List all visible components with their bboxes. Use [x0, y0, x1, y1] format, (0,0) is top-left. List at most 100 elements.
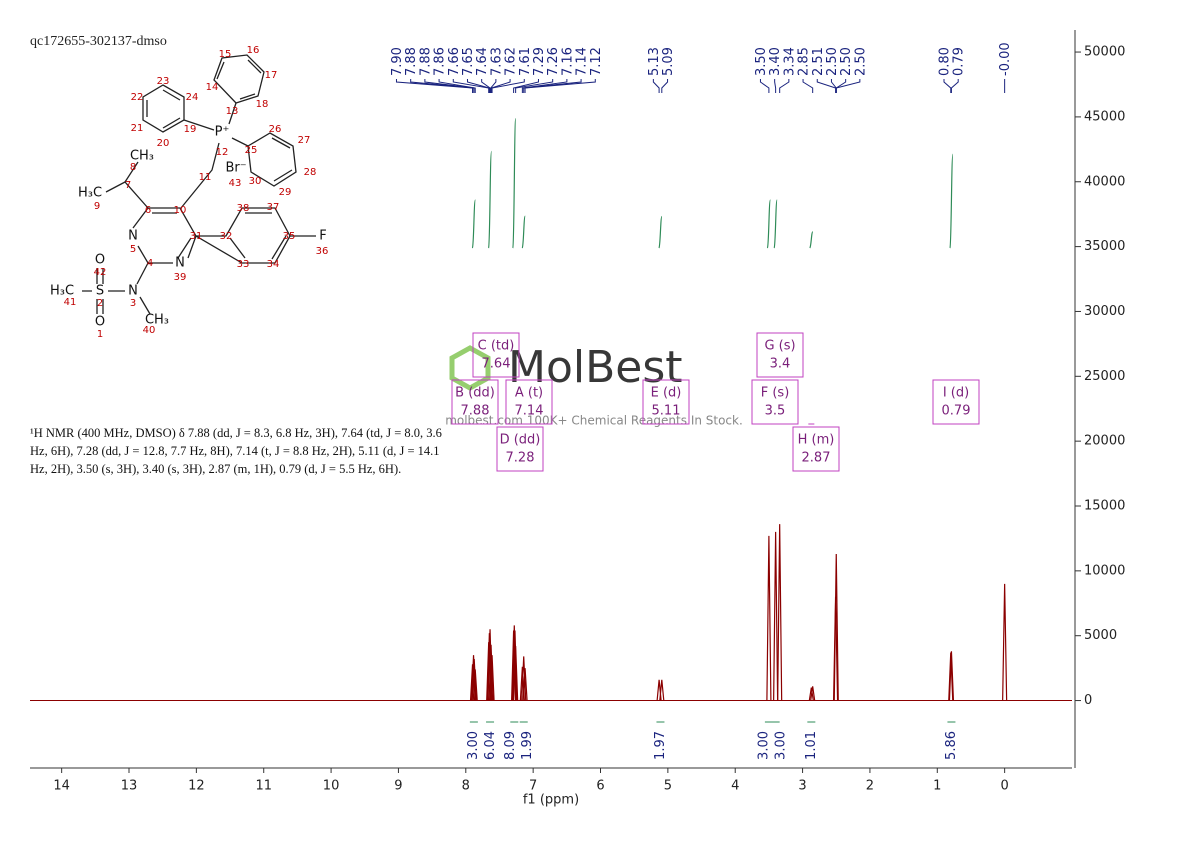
peak-leader — [759, 79, 770, 93]
x-tick-label: 6 — [596, 779, 604, 794]
atom-label: H₃C — [50, 284, 74, 299]
peak-leader — [524, 79, 596, 93]
peak-label: 3.40 — [768, 47, 783, 76]
multiplet-label: C (td) — [478, 339, 515, 354]
multiplet-label: I (d) — [943, 386, 969, 401]
y-tick-label: 20000 — [1084, 434, 1125, 449]
peak — [766, 535, 772, 701]
peak-label: 3.34 — [782, 47, 797, 76]
atom-number: 39 — [174, 272, 187, 283]
atom-number: 37 — [267, 202, 280, 213]
atom-number: 23 — [157, 76, 170, 87]
peak-leader — [395, 79, 474, 93]
peak-leader — [521, 79, 568, 93]
peak-leader — [491, 79, 525, 93]
peak-leader — [490, 79, 497, 93]
atom-number: 3 — [130, 298, 136, 309]
multiplet-shift: 7.64 — [482, 357, 511, 372]
integral-label: 8.09 — [503, 731, 518, 760]
atom-number: 32 — [220, 231, 233, 242]
peak-label: 7.90 — [390, 47, 405, 76]
multiplet-label: A (t) — [515, 386, 543, 401]
peak-label: 7.61 — [518, 47, 533, 76]
peak-leader — [774, 79, 777, 93]
atom-label: CH₃ — [130, 149, 154, 164]
y-tick-label: 45000 — [1084, 109, 1125, 124]
x-tick-label: 10 — [323, 779, 340, 794]
x-tick-label: 7 — [529, 779, 537, 794]
peak — [472, 669, 478, 701]
structure-bonds — [82, 54, 316, 315]
multiplet-box — [751, 379, 799, 425]
peak-label: -0.00 — [998, 42, 1013, 76]
multiplet-label: G (s) — [764, 339, 795, 354]
peak-label: 7.16 — [560, 47, 575, 76]
peak-label: 7.29 — [532, 47, 547, 76]
atom-label: O — [95, 253, 105, 268]
multiplet-label: F (s) — [761, 386, 790, 401]
atom-number: 42 — [94, 267, 107, 278]
peak-label: 7.63 — [489, 47, 504, 76]
atom-number: 22 — [131, 92, 144, 103]
multiplet-label: D (dd) — [500, 433, 541, 448]
atom-number: 38 — [237, 203, 250, 214]
y-tick-label: 25000 — [1084, 369, 1125, 384]
peak — [511, 625, 517, 701]
atom-label: S — [96, 284, 104, 299]
peak — [521, 656, 527, 701]
peak-label: 7.14 — [575, 47, 590, 76]
atom-label: P⁺ — [215, 125, 230, 140]
peak-label: 7.66 — [447, 47, 462, 76]
multiplet-shift: 2.87 — [802, 451, 831, 466]
watermark-tagline: molbest.com 100K+ Chemical Reagents In S… — [445, 414, 743, 428]
atom-label: H₃C — [78, 186, 102, 201]
peak-leader — [816, 79, 837, 93]
peak — [833, 553, 839, 701]
y-tick-label: 15000 — [1084, 499, 1125, 514]
atom-label: N — [128, 284, 138, 299]
peak-leader — [661, 79, 669, 93]
peak — [948, 651, 955, 701]
multiplet-shift: 7.14 — [515, 404, 544, 419]
x-tick-label: 5 — [664, 779, 672, 794]
atom-number: 27 — [298, 135, 311, 146]
atom-number: 15 — [219, 49, 232, 60]
multiplet-shift: 7.28 — [506, 451, 535, 466]
peak-label: 7.62 — [504, 47, 519, 76]
y-tick-label: 10000 — [1084, 563, 1125, 578]
peak — [808, 687, 814, 701]
atom-number: 26 — [269, 124, 282, 135]
peak-label: 7.88 — [404, 47, 419, 76]
peak-leader — [835, 79, 861, 93]
peak — [471, 659, 477, 701]
integral-label: 1.99 — [520, 731, 535, 760]
atom-number: 41 — [64, 297, 77, 308]
peak — [470, 655, 477, 701]
atom-number: 2 — [97, 298, 103, 309]
integral-curve — [658, 215, 663, 249]
peak-leader — [490, 79, 511, 93]
multiplet-box — [756, 332, 804, 378]
multiplet-shift: 5.11 — [652, 404, 681, 419]
multiplet-shift: 7.88 — [461, 404, 490, 419]
atom-number: 28 — [304, 167, 317, 178]
nmr-description: ¹H NMR (400 MHz, DMSO) δ 7.88 (dd, J = 8… — [30, 426, 442, 476]
multiplet-shift: 3.4 — [770, 357, 791, 372]
atom-number: 31 — [190, 231, 203, 242]
atom-number: 20 — [157, 138, 170, 149]
atom-number: 35 — [283, 231, 296, 242]
atom-number: 11 — [199, 172, 212, 183]
multiplet-box — [472, 332, 520, 378]
x-tick-label: 13 — [121, 779, 138, 794]
peak — [948, 652, 954, 701]
integral-label: 5.86 — [944, 731, 959, 760]
atom-number: 25 — [245, 145, 258, 156]
peak — [513, 646, 519, 701]
atom-number: 14 — [206, 82, 219, 93]
atom-number: 36 — [316, 246, 329, 257]
peak-leader — [652, 79, 660, 93]
atom-number: 40 — [143, 325, 156, 336]
x-tick-label: 3 — [798, 779, 806, 794]
peak — [777, 524, 783, 701]
